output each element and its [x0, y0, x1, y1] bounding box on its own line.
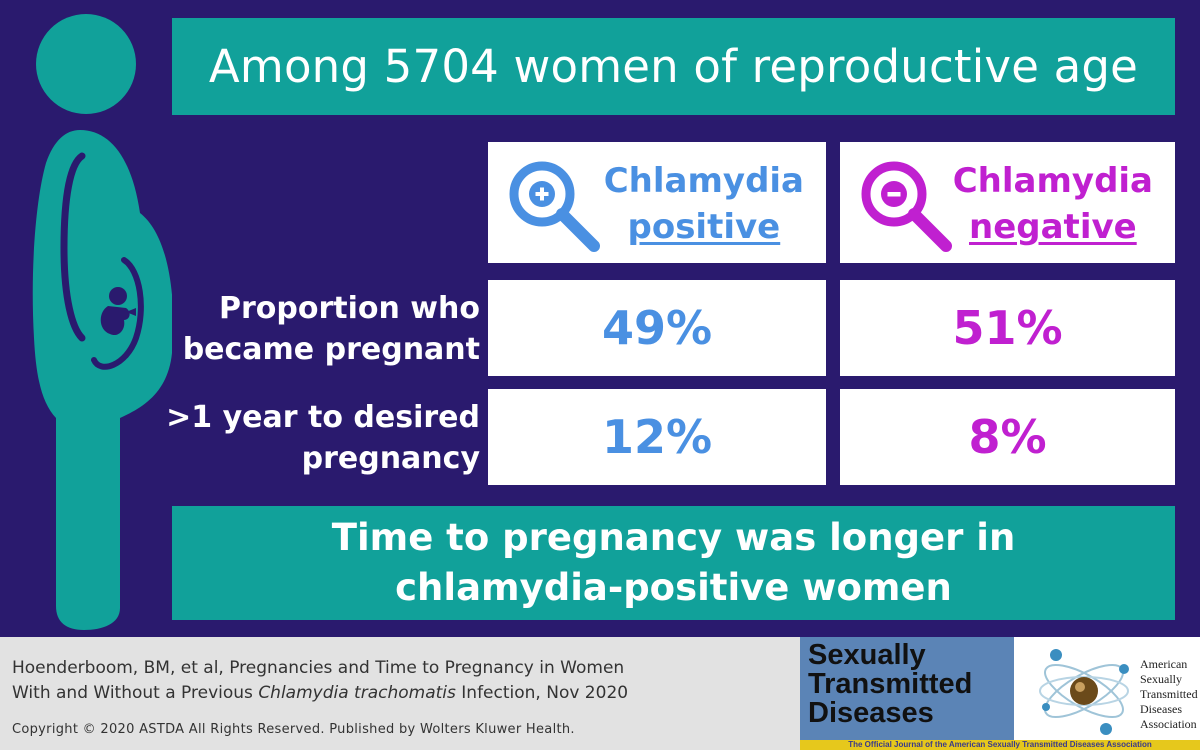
row-label-pregnant-line2: became pregnant — [182, 332, 480, 367]
row-label-time-line1: >1 year to desired — [166, 400, 480, 435]
value-pregnant-positive: 49% — [488, 280, 826, 376]
journal-line2: Transmitted — [808, 668, 973, 700]
header-label-negative-line1: Chlamydia — [952, 161, 1153, 201]
citation-line1: Hoenderboom, BM, et al, Pregnancies and … — [12, 658, 625, 678]
conclusion-line2: chlamydia-positive women — [395, 566, 952, 609]
copyright: Copyright © 2020 ASTDA All Rights Reserv… — [12, 722, 575, 737]
association-line1: American — [1140, 657, 1188, 671]
header-chlamydia-negative: Chlamydia negative — [840, 142, 1175, 263]
header-label-negative-line2: negative — [969, 207, 1137, 247]
header-label-negative: Chlamydia negative — [953, 158, 1153, 250]
pregnant-woman-icon — [32, 14, 172, 630]
magnifier-plus-icon — [509, 161, 600, 252]
journal-line1: Sexually — [808, 639, 926, 671]
value-pregnant-negative: 51% — [840, 280, 1175, 376]
row-label-time-line2: pregnancy — [301, 441, 480, 476]
association-line5: Association — [1140, 717, 1197, 731]
journal-banner: The Official Journal of the American Sex… — [800, 740, 1200, 750]
value-time-negative: 8% — [840, 389, 1175, 485]
association-line4: Diseases — [1140, 702, 1182, 716]
page-title: Among 5704 women of reproductive age — [172, 18, 1175, 115]
row-label-time-to-pregnancy: >1 year to desired pregnancy — [150, 397, 480, 479]
journal-logo: Sexually Transmitted Diseases — [800, 637, 1014, 740]
association-name: American Sexually Transmitted Diseases A… — [1140, 657, 1198, 732]
magnifier-minus-icon — [861, 161, 952, 252]
citation-line2-pre: With and Without a Previous — [12, 683, 259, 703]
citation: Hoenderboom, BM, et al, Pregnancies and … — [12, 656, 628, 706]
journal-line3: Diseases — [808, 697, 934, 729]
citation-line2: With and Without a Previous Chlamydia tr… — [12, 681, 628, 706]
row-label-pregnant-line1: Proportion who — [219, 291, 480, 326]
header-label-positive-line1: Chlamydia — [603, 161, 804, 201]
citation-line2-post: Infection, Nov 2020 — [455, 683, 629, 703]
header-label-positive: Chlamydia positive — [604, 158, 804, 250]
atom-logo-icon — [1039, 649, 1129, 735]
association-logo: American Sexually Transmitted Diseases A… — [1014, 637, 1200, 740]
row-label-pregnant: Proportion who became pregnant — [150, 288, 480, 370]
association-line3: Transmitted — [1140, 687, 1198, 701]
header-label-positive-line2: positive — [627, 207, 781, 247]
value-time-positive: 12% — [488, 389, 826, 485]
conclusion-line1: Time to pregnancy was longer in — [331, 516, 1016, 559]
association-line2: Sexually — [1140, 672, 1182, 686]
citation-organism: Chlamydia trachomatis — [258, 683, 456, 703]
conclusion-box: Time to pregnancy was longer in chlamydi… — [172, 506, 1175, 620]
header-chlamydia-positive: Chlamydia positive — [488, 142, 826, 263]
